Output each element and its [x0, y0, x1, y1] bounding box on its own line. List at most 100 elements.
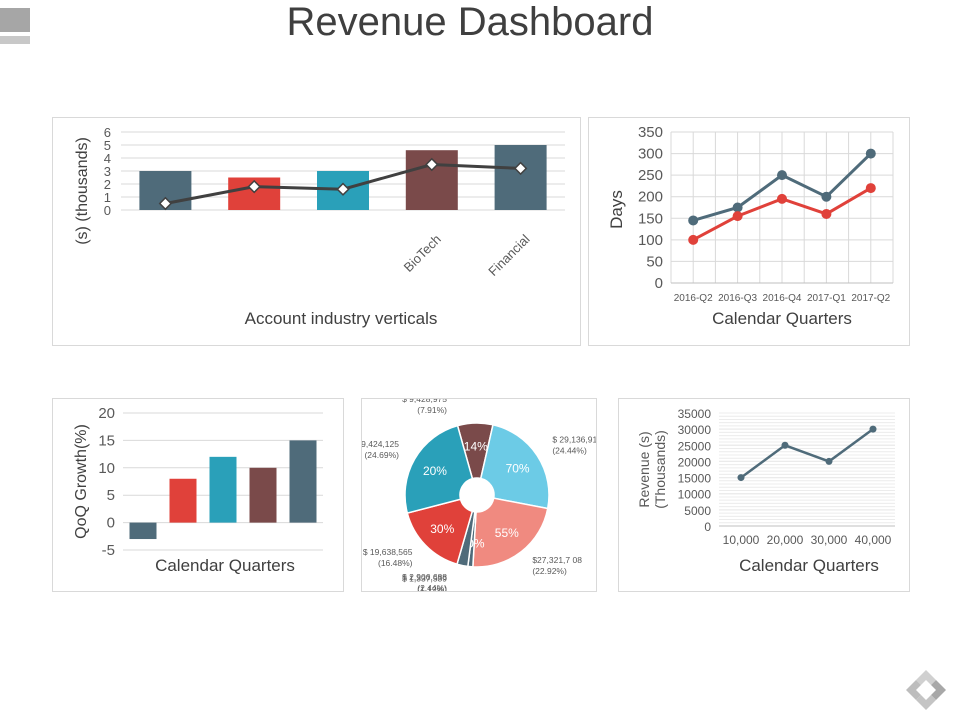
- y-tick-label: 5: [107, 487, 115, 504]
- x-axis-title: Calendar Quarters: [712, 309, 852, 328]
- y-tick-label: 100: [638, 232, 663, 249]
- donut-slice: [404, 424, 474, 514]
- bar: [249, 467, 277, 523]
- y-tick-label: 0: [704, 520, 711, 534]
- slice-percent-label: 20%: [423, 464, 447, 478]
- y-tick-label: 200: [638, 189, 663, 206]
- y-tick-label: 20: [98, 405, 115, 422]
- series-marker: [865, 148, 876, 159]
- bar: [169, 478, 197, 523]
- x-tick-label: 2017-Q1: [807, 293, 846, 304]
- y-tick-label: 5000: [684, 504, 711, 518]
- series-marker: [732, 211, 743, 222]
- x-tick-label: 2016-Q3: [718, 293, 757, 304]
- slice-percent-label: 55%: [495, 526, 519, 540]
- y-tick-label: 2: [104, 177, 111, 192]
- series-marker: [865, 183, 876, 194]
- series-marker: [869, 425, 877, 433]
- qoq-chart: -5 0 5 10 15 20 QoQ Growth(%) Calendar Quarters: [73, 405, 323, 575]
- trend-marker: [513, 161, 528, 176]
- x-tick-label: 20,000: [767, 533, 804, 547]
- donut-chart-panel: 14%$ 9,428,975(7.91%)70%$ 29,136,919(24.…: [349, 394, 602, 595]
- slice-percent-label: 14%: [464, 440, 488, 454]
- donut-chart: 14%$ 9,428,975(7.91%)70%$ 29,136,919(24.…: [349, 394, 602, 595]
- y-tick-label: 1: [104, 190, 111, 205]
- slice-amount-label: $ 9,428,975: [402, 399, 447, 404]
- series-marker: [825, 457, 833, 465]
- slice-share-label: (24.44%): [552, 446, 587, 456]
- y-tick-label: 300: [638, 146, 663, 163]
- series-marker: [821, 191, 832, 202]
- slice-share-label: (24.69%): [364, 450, 399, 460]
- y-tick-label: 30000: [678, 423, 712, 437]
- donut-slice: [406, 498, 474, 566]
- x-tick-label: 30,000: [811, 533, 848, 547]
- series-marker: [688, 234, 699, 245]
- series-marker: [688, 215, 699, 226]
- slice-share-label: (2.44%): [417, 583, 447, 591]
- days-chart-panel: 0 50 100 150 200 250 300 350 2016-Q2 2016-Q3 2016-…: [588, 117, 910, 346]
- y-tick-label: 0: [104, 203, 111, 218]
- slice-percent-label: 70%: [506, 461, 530, 475]
- x-tick-label: Financial: [485, 231, 532, 278]
- trend-marker: [425, 157, 439, 172]
- trend-marker: [247, 179, 261, 194]
- slice-amount-label: $27,321,7 08: [532, 555, 582, 565]
- days-chart: 0 50 100 150 200 250 300 350 2016-Q2 2016-Q3 2016-…: [607, 124, 894, 328]
- qoq-chart-panel: -5 0 5 10 15 20 QoQ Growth(%) Calendar Quarters: [52, 398, 344, 592]
- x-tick-label: 2016-Q2: [674, 293, 713, 304]
- x-axis-title: Account industry verticals: [245, 309, 438, 328]
- x-tick-label: 40,000: [855, 533, 892, 547]
- slice-share-label: (22.92%): [532, 566, 567, 576]
- x-tick-label: 2016-Q4: [763, 293, 802, 304]
- y-tick-label: 15: [98, 432, 115, 449]
- revenue-chart-panel: 0 5000 10000 15000 20000 25000 30000 35000 10,00…: [618, 398, 910, 592]
- bar: [129, 522, 157, 540]
- x-tick-label: 2017-Q2: [851, 293, 890, 304]
- series-marker: [777, 193, 787, 204]
- slice-share-label: (1.12%): [417, 585, 447, 591]
- y-tick-label: 0: [107, 515, 115, 532]
- y-tick-label: 350: [638, 124, 663, 141]
- y-tick-label: 15000: [678, 472, 712, 486]
- slice-amount-label: $ 29,136,919: [552, 435, 596, 445]
- y-tick-label: 0: [655, 275, 663, 292]
- slice-percent-label: 30%: [430, 522, 454, 536]
- y-tick-label: 5: [104, 138, 111, 153]
- slice-amount-label: $ 19,638,565: [363, 547, 413, 557]
- series-marker: [777, 170, 787, 181]
- donut-slice: [472, 497, 549, 568]
- series-marker: [737, 474, 745, 482]
- slice-share-label: (16.48%): [378, 558, 413, 568]
- trend-marker: [158, 196, 173, 211]
- y-axis-title-line2: (Thousands): [652, 430, 668, 509]
- corner-decoration: [0, 8, 30, 44]
- bar: [289, 440, 317, 523]
- y-axis-title: Days: [607, 190, 626, 229]
- y-tick-label: -5: [102, 542, 115, 559]
- revenue-chart: 0 5000 10000 15000 20000 25000 30000 35000 10,00…: [636, 407, 895, 575]
- series-line: [740, 428, 874, 479]
- industry-chart-panel: 0 1 2 3 4 5 6 BioTech Financial (s) (thousands) Ac…: [52, 117, 581, 346]
- x-axis-title: Calendar Quarters: [155, 556, 295, 575]
- slice-amount-label: $ 2,906,688: [402, 572, 447, 582]
- y-tick-label: 6: [104, 125, 111, 140]
- series-marker: [821, 208, 832, 219]
- y-tick-label: 3: [104, 164, 111, 179]
- y-tick-label: 250: [638, 167, 663, 184]
- trend-marker: [336, 182, 350, 196]
- donut-slice: [479, 423, 550, 510]
- x-tick-label: 10,000: [723, 533, 760, 547]
- y-tick-label: 25000: [678, 439, 712, 453]
- bar: [209, 456, 237, 523]
- y-tick-label: 10: [98, 460, 115, 477]
- x-axis-title: Calendar Quarters: [739, 556, 879, 575]
- series-marker: [781, 441, 789, 449]
- page-title: Revenue Dashboard: [286, 0, 654, 44]
- x-tick-label: BioTech: [401, 232, 444, 275]
- y-tick-label: 35000: [678, 407, 712, 421]
- y-tick-label: 10000: [678, 488, 712, 502]
- y-tick-label: 50: [646, 253, 663, 270]
- y-axis-title: Revenue (s): [636, 431, 652, 507]
